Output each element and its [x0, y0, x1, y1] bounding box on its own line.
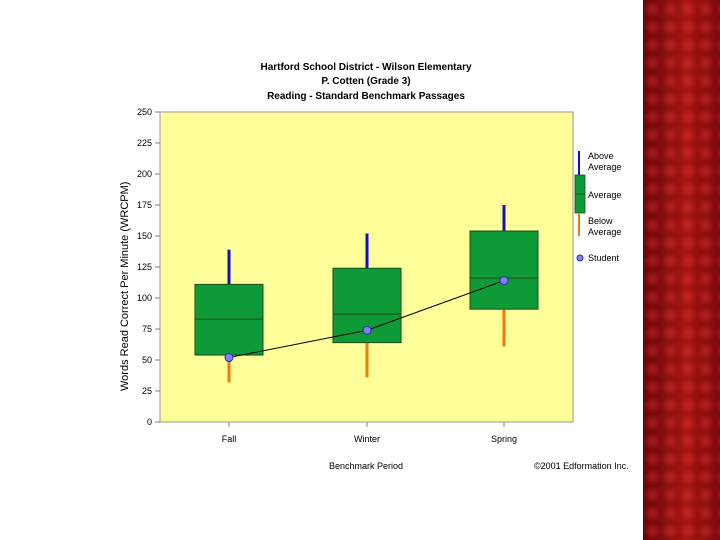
- chart-title: Hartford School District - Wilson Elemen…: [260, 62, 471, 102]
- legend: Above Average Average Below Average Studen…: [574, 151, 621, 263]
- copyright-text: ©2001 Edformation Inc.: [534, 461, 629, 471]
- student-point: [362, 325, 372, 335]
- average-box: [469, 230, 539, 310]
- y-tick-label: 75: [142, 324, 152, 334]
- legend-average-label: Average: [588, 190, 621, 200]
- y-tick-label: 125: [137, 262, 152, 272]
- y-axis: 0 25 50 75 100 125 150 175 200 225 250: [137, 107, 160, 427]
- decorative-side-band: [643, 0, 720, 540]
- x-axis: Fall Winter Spring: [222, 422, 517, 444]
- y-tick-label: 0: [147, 417, 152, 427]
- average-box: [194, 283, 264, 356]
- y-tick-label: 250: [137, 107, 152, 117]
- title-line-1: Hartford School District - Wilson Elemen…: [260, 62, 471, 73]
- y-tick-label: 100: [137, 293, 152, 303]
- legend-student-marker: [576, 254, 584, 262]
- student-point: [224, 353, 234, 363]
- box-spring: [469, 205, 539, 347]
- student-series: [224, 276, 509, 363]
- y-tick-label: 150: [137, 231, 152, 241]
- legend-above-label: Above Average: [588, 151, 621, 172]
- box-series: [194, 205, 539, 383]
- y-tick-label: 200: [137, 169, 152, 179]
- y-tick-label: 25: [142, 386, 152, 396]
- student-point: [499, 276, 509, 286]
- title-line-3: Reading - Standard Benchmark Passages: [267, 91, 465, 102]
- x-tick-label: Fall: [222, 434, 237, 444]
- y-tick-label: 175: [137, 200, 152, 210]
- x-tick-label: Winter: [354, 434, 380, 444]
- x-tick-label: Spring: [491, 434, 517, 444]
- y-axis-label: Words Read Correct Per Minute (WRCPM): [119, 182, 131, 391]
- legend-below-label: Below Average: [588, 216, 621, 237]
- x-axis-label: Benchmark Period: [329, 461, 403, 471]
- title-line-2: P. Cotten (Grade 3): [321, 76, 410, 87]
- y-tick-label: 50: [142, 355, 152, 365]
- y-tick-label: 225: [137, 138, 152, 148]
- legend-student-label: Student: [588, 253, 620, 263]
